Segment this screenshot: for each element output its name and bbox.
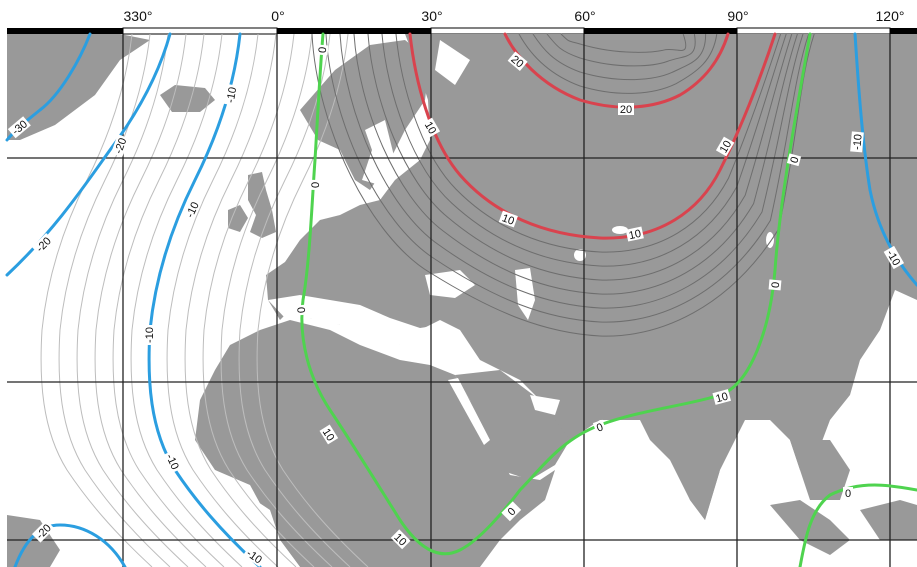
label-ten-africa: 10 <box>320 427 337 444</box>
dark-contour-inner <box>518 33 718 94</box>
minor-contour-west <box>166 33 279 567</box>
dark-contours <box>311 33 815 337</box>
britain-land <box>248 172 276 238</box>
minor-contour-west <box>238 33 351 567</box>
lon-label-0: 0° <box>271 8 285 24</box>
eurasia-land <box>266 34 917 520</box>
ireland-land <box>228 205 248 232</box>
label-ten-india: 10 <box>715 391 730 406</box>
minor-contour-west <box>202 33 315 567</box>
dark-contour-east <box>367 33 793 281</box>
water-bodies <box>190 40 785 567</box>
minor-contour-west <box>112 33 225 567</box>
south-atlantic-land <box>7 515 60 567</box>
minor-contours <box>40 33 369 567</box>
dark-contour-east <box>353 33 798 295</box>
bay-of-bengal <box>715 440 785 520</box>
west-declination-neg20-south <box>13 523 127 567</box>
dark-contour-inner <box>560 33 687 53</box>
lon-label-330: 330° <box>123 8 153 24</box>
label-neg-ten-mid: -10 <box>144 327 156 343</box>
label-neg-ten-iceland: -10 <box>225 86 240 104</box>
label-zero-asia: 0 <box>770 281 782 288</box>
india-land <box>640 420 720 520</box>
land-masses <box>7 34 917 567</box>
se-asia-land <box>790 440 850 500</box>
contour-labels: 0 0 0 10 10 0 0 10 0 0 0 10 10 10 10 20 … <box>7 44 905 567</box>
white-sea <box>435 40 470 85</box>
label-ten-red-east: 10 <box>628 228 642 242</box>
lon-label-120: 120° <box>875 8 905 24</box>
aral-sea <box>574 249 586 261</box>
minor-contour-west <box>184 33 297 567</box>
label-twenty-red-south: 20 <box>620 104 632 116</box>
minor-contour-west <box>256 33 369 567</box>
dark-contour-east <box>325 33 810 323</box>
lake-balkhash <box>612 226 628 234</box>
label-zero-north: 0 <box>317 46 329 53</box>
east-declination-10 <box>408 32 777 240</box>
minor-contour-west <box>220 33 333 567</box>
persian-gulf <box>530 395 560 415</box>
baltic-sea <box>362 120 395 185</box>
dark-contour-inner <box>532 33 707 81</box>
lon-label-30: 30° <box>421 8 443 24</box>
arabia-land <box>455 370 570 480</box>
label-zero-siberia: 0 <box>788 155 801 164</box>
arabian-sea <box>540 430 660 567</box>
minor-contour-west <box>76 33 189 567</box>
label-zero-med: 0 <box>296 306 308 313</box>
scandinavia-land <box>300 40 430 190</box>
label-zero-sea: 0 <box>845 488 851 500</box>
minor-contour-west <box>94 33 207 567</box>
dark-contour-east <box>381 33 787 267</box>
dark-contour-east <box>339 33 804 309</box>
label-ten-red-northeast: 10 <box>718 139 735 156</box>
label-neg-twenty-north: -20 <box>113 136 130 155</box>
frame-bar <box>7 27 917 35</box>
minor-contour-west <box>58 33 171 567</box>
dark-contour-inner <box>546 33 696 67</box>
lon-label-60: 60° <box>574 8 596 24</box>
minor-contour-west <box>40 33 153 567</box>
borneo-land <box>860 500 917 540</box>
mediterranean-sea <box>268 295 440 345</box>
agonic-line-east <box>798 483 917 567</box>
lon-label-90: 90° <box>727 8 749 24</box>
label-zero-arabian: 0 <box>595 421 605 434</box>
iceland-land <box>160 85 215 112</box>
agonic-line-west <box>300 32 812 556</box>
minor-contour-west <box>130 33 243 567</box>
dark-contour-east <box>395 33 782 253</box>
red-sea <box>448 378 490 445</box>
caspian-sea <box>515 268 535 320</box>
label-ten-red-west: 10 <box>422 120 439 137</box>
greenland-land <box>7 34 150 140</box>
label-ten-red-south: 10 <box>500 212 516 227</box>
label-neg-ten-east: -10 <box>851 134 864 151</box>
lake-baikal <box>766 232 774 248</box>
label-zero-europe: 0 <box>310 182 322 189</box>
